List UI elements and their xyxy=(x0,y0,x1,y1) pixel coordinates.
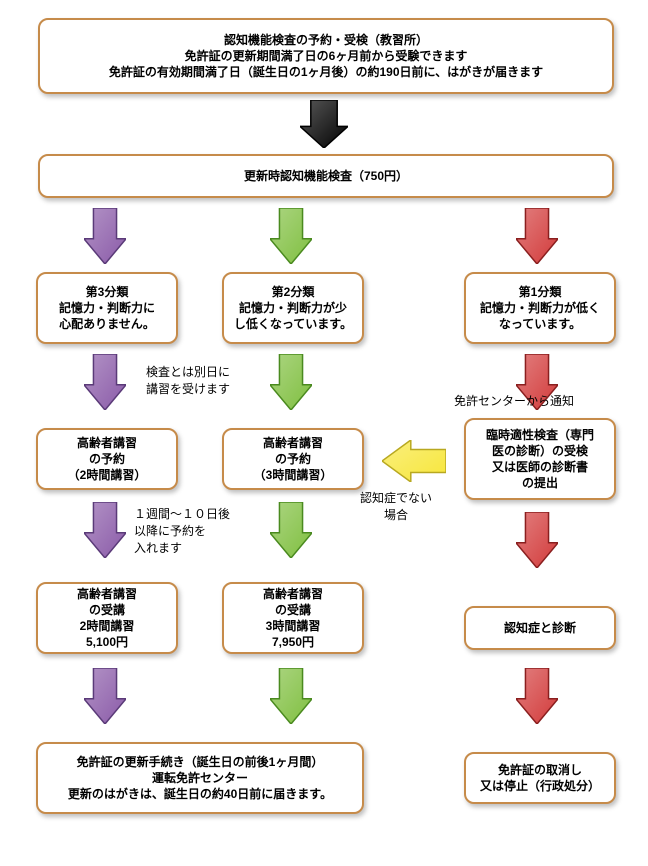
arrow-purple-icon xyxy=(84,668,126,724)
arrow-a_r1_to_r2 xyxy=(382,440,446,482)
arrow-a_r1b_revoke xyxy=(516,668,558,724)
box-aptitude-test-doctor: 臨時適性検査（専門 医の診断）の受検 又は医師の診断書 の提出 xyxy=(464,418,616,500)
arrow-black-icon xyxy=(300,100,348,148)
box-line: 第1分類 xyxy=(519,284,562,300)
box-line: 医の診断）の受検 xyxy=(492,443,588,459)
box-line: し低くなっています。 xyxy=(234,316,352,332)
box-line: 高齢者講習 xyxy=(77,435,137,451)
arrow-purple-icon xyxy=(84,208,126,264)
box-senior-course-reserve-3h: 高齢者講習 の予約 （3時間講習） xyxy=(222,428,364,490)
box-line: 認知機能検査の予約・受検（教習所） xyxy=(224,32,428,48)
arrow-purple-icon xyxy=(84,502,126,558)
box-line: 心配ありません。 xyxy=(59,316,155,332)
box-line: 又は停止（行政処分） xyxy=(480,778,600,794)
box-line: 運転免許センター xyxy=(152,770,248,786)
box-line: 免許証の更新期間満了日の6ヶ月前から受験できます xyxy=(185,48,468,64)
arrow-green-icon xyxy=(270,354,312,410)
box-cognitive-test-reservation: 認知機能検査の予約・受検（教習所） 免許証の更新期間満了日の6ヶ月前から受験でき… xyxy=(38,18,614,94)
arrow-green-icon xyxy=(270,668,312,724)
note-line: 入れます xyxy=(134,541,182,555)
box-license-renewal: 免許証の更新手続き（誕生日の前後1ヶ月間） 運転免許センター 更新のはがきは、誕… xyxy=(36,742,364,814)
arrow-a_top_exam xyxy=(300,100,348,148)
note-reserve-after-week: １週間～１０日後 以降に予約を 入れます xyxy=(134,506,230,556)
box-line: の予約 xyxy=(275,451,311,467)
box-line: 記憶力・判断力が低く xyxy=(480,300,600,316)
box-renewal-cognitive-test: 更新時認知機能検査（750円） xyxy=(38,154,614,198)
arrow-green-icon xyxy=(270,502,312,558)
box-line: 高齢者講習 xyxy=(263,435,323,451)
box-dementia-diagnosis: 認知症と診断 xyxy=(464,606,616,650)
arrow-red-icon xyxy=(516,668,558,724)
box-line: 更新時認知機能検査（750円） xyxy=(244,168,408,184)
box-line: 記憶力・判断力に xyxy=(59,300,155,316)
arrow-green-icon xyxy=(270,208,312,264)
box-license-revocation: 免許証の取消し 又は停止（行政処分） xyxy=(464,752,616,804)
box-line: 7,950円 xyxy=(272,634,314,650)
box-line: 記憶力・判断力が少 xyxy=(239,300,347,316)
box-line: の予約 xyxy=(89,451,125,467)
box-senior-course-attend-2h: 高齢者講習 の受講 2時間講習 5,100円 xyxy=(36,582,178,654)
box-category-1: 第1分類 記憶力・判断力が低く なっています。 xyxy=(464,272,616,344)
note-not-dementia: 認知症でない 場合 xyxy=(360,490,432,524)
note-line: １週間～１０日後 xyxy=(134,507,230,521)
box-category-2: 第2分類 記憶力・判断力が少 し低くなっています。 xyxy=(222,272,364,344)
note-line: 免許センターから通知 xyxy=(454,394,574,408)
arrow-a_r3b_renew xyxy=(84,668,126,724)
arrow-red-icon xyxy=(516,512,558,568)
note-line: 場合 xyxy=(384,508,408,522)
box-line: 2時間講習 xyxy=(80,618,135,634)
box-line: の提出 xyxy=(522,475,558,491)
arrow-purple-icon xyxy=(84,354,126,410)
note-separate-day: 検査とは別日に 講習を受けます xyxy=(146,364,230,398)
arrow-a_r2a_r2b xyxy=(270,502,312,558)
box-line: 5,100円 xyxy=(86,634,128,650)
box-line: 更新のはがきは、誕生日の約40日前に届きます。 xyxy=(68,786,332,802)
arrow-a_exam_c1 xyxy=(516,208,558,264)
box-line: 3時間講習 xyxy=(266,618,321,634)
arrow-a_exam_c3 xyxy=(84,208,126,264)
box-category-3: 第3分類 記憶力・判断力に 心配ありません。 xyxy=(36,272,178,344)
arrow-a_exam_c2 xyxy=(270,208,312,264)
box-line: の受講 xyxy=(89,602,125,618)
arrow-a_c2_r2a xyxy=(270,354,312,410)
note-line: 以降に予約を xyxy=(134,524,206,538)
box-senior-course-reserve-2h: 高齢者講習 の予約 （2時間講習） xyxy=(36,428,178,490)
arrow-a_c3_r3a xyxy=(84,354,126,410)
box-line: 又は医師の診断書 xyxy=(492,459,588,475)
box-line: 免許証の取消し xyxy=(498,762,582,778)
arrow-red-icon xyxy=(516,208,558,264)
note-line: 講習を受けます xyxy=(146,382,230,396)
box-senior-course-attend-3h: 高齢者講習 の受講 3時間講習 7,950円 xyxy=(222,582,364,654)
box-line: （2時間講習） xyxy=(68,467,147,483)
note-center-notice: 免許センターから通知 xyxy=(454,393,574,410)
box-line: 免許証の有効期間満了日（誕生日の1ヶ月後）の約190日前に、はがきが届きます xyxy=(109,64,543,80)
box-line: 免許証の更新手続き（誕生日の前後1ヶ月間） xyxy=(77,754,324,770)
box-line: なっています。 xyxy=(499,316,581,332)
box-line: 認知症と診断 xyxy=(504,620,576,636)
note-line: 検査とは別日に xyxy=(146,365,230,379)
box-line: 高齢者講習 xyxy=(263,586,323,602)
box-line: 第2分類 xyxy=(272,284,315,300)
box-line: 臨時適性検査（専門 xyxy=(486,427,594,443)
box-line: 高齢者講習 xyxy=(77,586,137,602)
note-line: 認知症でない xyxy=(360,491,432,505)
arrow-yellow-icon xyxy=(382,440,446,482)
box-line: の受講 xyxy=(275,602,311,618)
arrow-a_r2b_renew xyxy=(270,668,312,724)
arrow-a_r3a_r3b xyxy=(84,502,126,558)
box-line: （3時間講習） xyxy=(254,467,333,483)
box-line: 第3分類 xyxy=(86,284,129,300)
flowchart-canvas: 認知機能検査の予約・受検（教習所） 免許証の更新期間満了日の6ヶ月前から受験でき… xyxy=(0,0,648,866)
arrow-a_r1a_r1b xyxy=(516,512,558,568)
